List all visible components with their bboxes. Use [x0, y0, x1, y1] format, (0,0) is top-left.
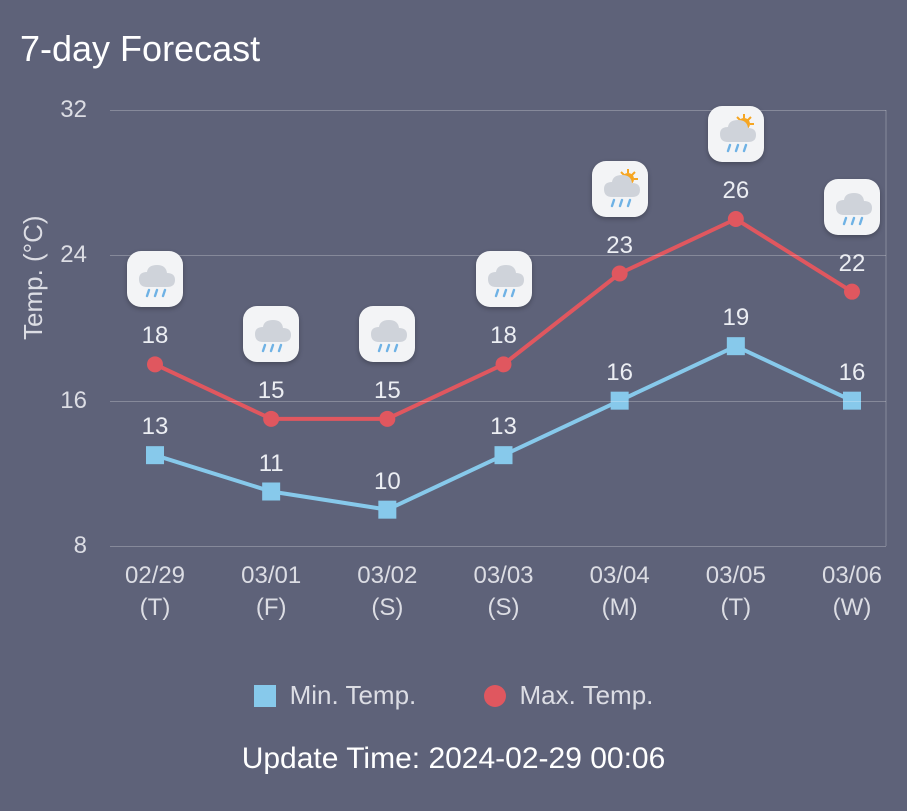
- data-label-max: 18: [142, 322, 169, 350]
- legend-item-min: Min. Temp.: [254, 680, 417, 711]
- legend-item-max: Max. Temp.: [484, 680, 654, 711]
- x-tick-label: 03/05(T): [691, 560, 781, 625]
- y-tick-label: 8: [27, 532, 87, 560]
- legend-label-max: Max. Temp.: [520, 680, 654, 711]
- x-tick-label: 02/29(T): [110, 560, 200, 625]
- gridline: [110, 546, 886, 547]
- data-label-min: 16: [839, 359, 866, 387]
- x-tick-label: 03/03(S): [459, 560, 549, 625]
- x-tick-label: 03/06(W): [807, 560, 897, 625]
- rain-icon: [476, 251, 532, 307]
- partly-rain-icon: [708, 106, 764, 162]
- data-label-max: 26: [722, 177, 749, 205]
- data-label-min: 13: [142, 413, 169, 441]
- update-time: Update Time: 2024-02-29 00:06: [0, 742, 907, 776]
- data-label-max: 23: [606, 232, 633, 260]
- y-tick-label: 24: [27, 241, 87, 269]
- data-label-max: 15: [374, 377, 401, 405]
- y-tick-label: 16: [27, 387, 87, 415]
- gridline: [110, 401, 886, 402]
- data-label-min: 13: [490, 413, 517, 441]
- partly-rain-icon: [592, 161, 648, 217]
- rain-icon: [127, 251, 183, 307]
- y-tick-label: 32: [27, 96, 87, 124]
- x-tick-label: 03/04(M): [575, 560, 665, 625]
- legend-swatch-max: [484, 685, 506, 707]
- gridline: [110, 110, 886, 111]
- rain-icon: [359, 306, 415, 362]
- data-label-min: 11: [259, 450, 284, 478]
- data-label-max: 15: [258, 377, 285, 405]
- legend-swatch-min: [254, 685, 276, 707]
- rain-icon: [243, 306, 299, 362]
- legend-label-min: Min. Temp.: [290, 680, 417, 711]
- x-tick-label: 03/02(S): [342, 560, 432, 625]
- chart-legend: Min. Temp. Max. Temp.: [0, 680, 907, 714]
- data-label-min: 19: [722, 304, 749, 332]
- data-label-max: 18: [490, 322, 517, 350]
- data-label-min: 10: [374, 468, 401, 496]
- x-tick-label: 03/01(F): [226, 560, 316, 625]
- data-label-max: 22: [839, 250, 866, 278]
- data-label-min: 16: [606, 359, 633, 387]
- rain-icon: [824, 179, 880, 235]
